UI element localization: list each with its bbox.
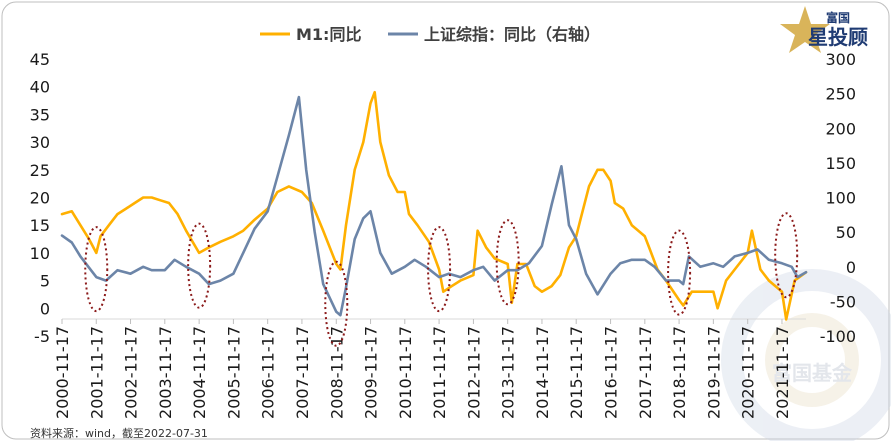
left-tick-label: 10 — [30, 244, 50, 263]
left-tick-label: 15 — [30, 216, 50, 235]
left-tick-label: 45 — [30, 50, 50, 69]
left-tick-label: 40 — [30, 78, 50, 97]
highlight-ellipse — [84, 226, 109, 313]
series-line-index — [60, 95, 808, 317]
right-axis: 300 250 200 150 100 50 0 -50 -100 — [820, 50, 856, 346]
left-axis: 45 40 35 30 25 20 15 10 5 0 -5 — [30, 50, 50, 346]
left-tick-label: 35 — [30, 105, 50, 124]
legend-label-index: 上证综指：同比（右轴） — [424, 25, 600, 44]
plot-area — [60, 90, 808, 321]
x-tick-label: 2012-11-17 — [464, 326, 483, 419]
x-tick-label: 2015-11-17 — [567, 326, 586, 419]
x-tick-label: 2001-11-17 — [87, 326, 106, 419]
x-tick-label: 2005-11-17 — [224, 326, 243, 419]
right-tick-label: -100 — [820, 327, 856, 346]
x-tick-label: 2006-11-17 — [259, 326, 278, 419]
right-tick-label: -50 — [830, 292, 856, 311]
x-tick-label: 2011-11-17 — [430, 326, 449, 419]
x-tick-label: 2018-11-17 — [670, 326, 689, 419]
legend-label-m1: M1:同比 — [296, 25, 361, 44]
series-line-m1 — [60, 90, 808, 321]
left-tick-label: 25 — [30, 161, 50, 180]
x-tick-label: 2003-11-17 — [156, 326, 175, 419]
left-tick-label: 5 — [40, 272, 50, 291]
left-tick-label: 30 — [30, 133, 50, 152]
logo-line2: 星投顾 — [808, 25, 868, 49]
x-tick-label: 2014-11-17 — [533, 326, 552, 419]
right-tick-label: 200 — [825, 119, 856, 138]
right-tick-label: 0 — [846, 258, 856, 277]
highlight-ellipse — [774, 212, 799, 299]
x-tick-label: 2019-11-17 — [704, 326, 723, 419]
watermark-text: 富国基金 — [772, 361, 853, 385]
highlight-ellipse — [324, 260, 349, 347]
highlight-ellipse — [495, 219, 520, 306]
right-tick-label: 50 — [836, 223, 856, 242]
left-tick-label: 0 — [40, 299, 50, 318]
left-tick-label: 20 — [30, 189, 50, 208]
x-tick-label: 2020-11-17 — [739, 326, 758, 419]
x-tick-label: 2007-11-17 — [293, 326, 312, 419]
logo-line1: 富国 — [826, 10, 850, 25]
right-tick-label: 300 — [825, 50, 856, 69]
x-tick-label: 2021-11-17 — [773, 326, 792, 419]
watermark: 富国基金 — [721, 269, 891, 441]
x-tick-label: 2004-11-17 — [190, 326, 209, 419]
x-tick-label: 2008-11-17 — [327, 326, 346, 419]
x-tick-label: 2009-11-17 — [362, 326, 381, 419]
logo-star-icon — [780, 6, 830, 53]
x-tick-label: 2010-11-17 — [396, 326, 415, 419]
x-tick-label: 2013-11-17 — [499, 326, 518, 419]
highlight-ellipse — [427, 226, 452, 313]
left-tick-label: -5 — [34, 327, 50, 346]
right-tick-label: 250 — [825, 85, 856, 104]
right-tick-label: 100 — [825, 189, 856, 208]
highlight-ellipses — [84, 212, 799, 347]
x-tick-label: 2000-11-17 — [53, 326, 72, 419]
highlight-ellipse — [667, 229, 692, 316]
brand-logo: 富国 星投顾 — [780, 6, 868, 53]
highlight-ellipse — [187, 222, 212, 309]
x-axis: 2000-11-17 2001-11-17 2002-11-17 2003-11-17… — [53, 319, 792, 419]
source-note: 资料来源：wind，截至2022-07-31 — [30, 426, 208, 440]
legend: M1:同比 上证综指：同比（右轴） — [260, 25, 600, 44]
x-tick-label: 2016-11-17 — [602, 326, 621, 419]
x-tick-label: 2002-11-17 — [122, 326, 141, 419]
right-tick-label: 150 — [825, 154, 856, 173]
x-tick-label: 2017-11-17 — [636, 326, 655, 419]
